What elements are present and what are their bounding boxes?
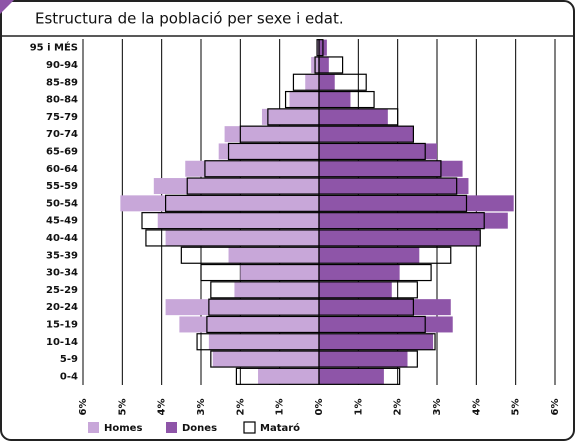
x-tick-label: 6% [550,399,561,416]
bar [319,108,388,125]
y-tick-label: 20-24 [46,302,78,313]
y-tick-label: 55-59 [46,181,78,192]
y-tick-label: 40-44 [46,233,78,244]
y-tick-label: 60-64 [46,164,78,175]
bar [319,178,469,195]
bar [319,160,463,177]
bar [208,333,319,350]
y-tick-label: 35-39 [46,250,78,261]
bar [289,91,319,108]
y-tick-label: 50-54 [46,198,78,209]
corner-tab [0,0,14,14]
y-tick-label: 90-94 [46,60,78,71]
bar [317,39,319,56]
x-tick-label: 5% [117,399,128,416]
y-tick-label: 30-34 [46,268,78,279]
x-tick-label: 1% [275,399,286,416]
bar [157,212,319,229]
bar [319,143,437,160]
bar [319,333,434,350]
y-tick-label: 45-49 [46,216,78,227]
legend-swatch [88,422,99,433]
bar [319,229,481,246]
bar [212,351,319,368]
legend-label: Homes [104,423,142,434]
bar [165,229,319,246]
bar [319,195,514,212]
bar [185,160,319,177]
x-tick-label: 4% [471,399,482,416]
x-tick-label: 6% [78,399,89,416]
x-tick-label: 2% [393,399,404,416]
legend-label: Dones [182,423,217,434]
x-tick-label: 3% [196,399,207,416]
y-tick-label: 10-14 [46,337,78,348]
y-tick-label: 75-79 [46,112,78,123]
bar [179,316,319,333]
chart-title: Estructura de la població per sexe i eda… [35,10,344,28]
bar [319,212,508,229]
legend-label: Mataró [260,422,300,434]
bar [319,351,408,368]
legend-swatch [243,421,256,434]
bar [319,56,329,73]
x-tick-label: 0% [314,399,325,416]
x-tick-label: 3% [432,399,443,416]
bar [258,368,319,385]
bar [228,247,319,264]
bar [319,264,400,281]
bar [319,126,414,143]
bar [165,299,319,316]
bar [305,74,319,91]
bar [319,281,392,298]
bar [319,368,384,385]
bar [319,91,351,108]
y-tick-label: 70-74 [46,129,78,140]
bar [224,126,319,143]
y-tick-label: 5-9 [60,354,78,365]
bar [234,281,319,298]
bar [261,108,319,125]
x-tick-label: 5% [511,399,522,416]
bar [319,74,335,91]
y-tick-label: 80-84 [46,95,78,106]
x-tick-label: 4% [157,399,168,416]
bar [319,316,453,333]
y-tick-label: 85-89 [46,77,78,88]
y-tick-label: 65-69 [46,146,78,157]
x-tick-label: 2% [235,399,246,416]
bar [319,247,420,264]
bar [319,299,451,316]
legend-swatch [166,422,177,433]
y-tick-label: 95 i MÉS [30,41,78,54]
x-tick-label: 1% [353,399,364,416]
bar [240,264,319,281]
bar [120,195,319,212]
y-tick-label: 0-4 [60,371,78,382]
bar [218,143,319,160]
y-tick-label: 15-19 [46,319,78,330]
bar [153,178,319,195]
y-tick-label: 25-29 [46,285,78,296]
